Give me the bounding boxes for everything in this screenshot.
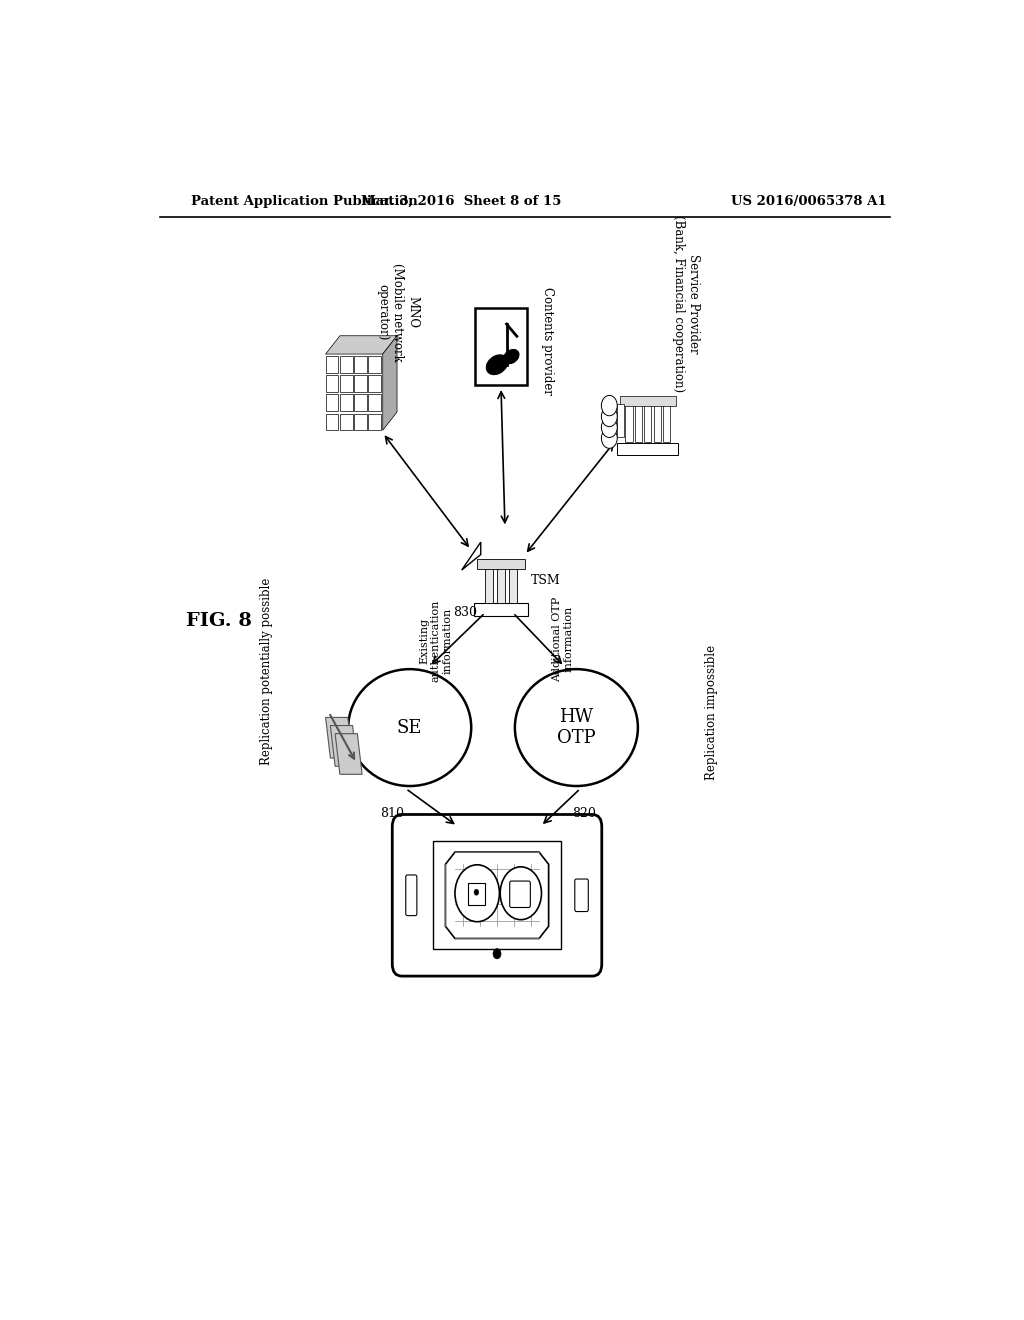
Text: Additional OTP
information: Additional OTP information [552, 597, 573, 682]
Bar [354, 395, 367, 412]
Polygon shape [462, 543, 480, 570]
Bar [340, 413, 352, 430]
FancyBboxPatch shape [475, 309, 526, 384]
Circle shape [455, 865, 500, 921]
Polygon shape [331, 726, 357, 766]
Text: 810: 810 [380, 808, 404, 821]
Polygon shape [326, 718, 352, 758]
Bar [326, 413, 339, 430]
Bar [477, 558, 525, 569]
Bar [369, 395, 381, 412]
Text: Replication potentially possible: Replication potentially possible [260, 578, 273, 766]
Circle shape [474, 890, 479, 895]
Text: TSM: TSM [531, 574, 561, 586]
Text: US 2016/0065378 A1: US 2016/0065378 A1 [731, 194, 887, 207]
Ellipse shape [348, 669, 471, 785]
Bar [369, 356, 381, 374]
Bar [354, 413, 367, 430]
Bar [626, 404, 633, 442]
Bar [617, 444, 678, 455]
Text: FIG. 8: FIG. 8 [186, 612, 252, 630]
FancyBboxPatch shape [406, 875, 417, 916]
Circle shape [601, 428, 617, 449]
Bar [653, 404, 660, 442]
Bar [433, 841, 561, 949]
FancyBboxPatch shape [510, 880, 530, 907]
Text: Patent Application Publication: Patent Application Publication [191, 194, 418, 207]
Circle shape [494, 949, 501, 958]
Bar [369, 413, 381, 430]
Bar [509, 566, 517, 603]
Circle shape [500, 867, 542, 920]
Bar [354, 375, 367, 392]
Bar [340, 356, 352, 374]
Circle shape [601, 396, 617, 416]
Bar [369, 375, 381, 392]
Polygon shape [326, 335, 397, 354]
Circle shape [601, 417, 617, 437]
Bar [663, 404, 670, 442]
Bar [474, 603, 527, 616]
Text: Replication impossible: Replication impossible [705, 644, 718, 780]
Text: MNO
(Mobile network
operator): MNO (Mobile network operator) [377, 263, 419, 362]
Ellipse shape [486, 355, 508, 375]
Polygon shape [445, 853, 549, 939]
Bar [326, 375, 339, 392]
Text: 820: 820 [572, 808, 596, 821]
Polygon shape [383, 335, 397, 430]
Text: Service Provider
(Bank, Financial cooperation): Service Provider (Bank, Financial cooper… [672, 215, 699, 392]
Bar [340, 395, 352, 412]
FancyBboxPatch shape [392, 814, 602, 975]
Bar [620, 396, 676, 407]
Text: Mar. 3, 2016  Sheet 8 of 15: Mar. 3, 2016 Sheet 8 of 15 [361, 194, 561, 207]
Bar [354, 356, 367, 374]
Text: SE: SE [397, 718, 423, 737]
Text: Contents provider: Contents provider [541, 288, 554, 396]
Text: HW
OTP: HW OTP [557, 709, 596, 747]
FancyBboxPatch shape [468, 883, 485, 906]
Bar [484, 566, 494, 603]
Bar [644, 404, 651, 442]
Bar [617, 404, 624, 437]
Text: Existing
authentication
information: Existing authentication information [419, 601, 453, 682]
Bar [326, 356, 339, 374]
Text: 830: 830 [454, 606, 477, 619]
Bar [326, 395, 339, 412]
Bar [340, 375, 352, 392]
Ellipse shape [504, 350, 519, 364]
Polygon shape [335, 734, 362, 775]
Circle shape [601, 407, 617, 426]
Bar [635, 404, 642, 442]
Ellipse shape [515, 669, 638, 785]
Bar [497, 566, 506, 603]
FancyBboxPatch shape [574, 879, 588, 912]
